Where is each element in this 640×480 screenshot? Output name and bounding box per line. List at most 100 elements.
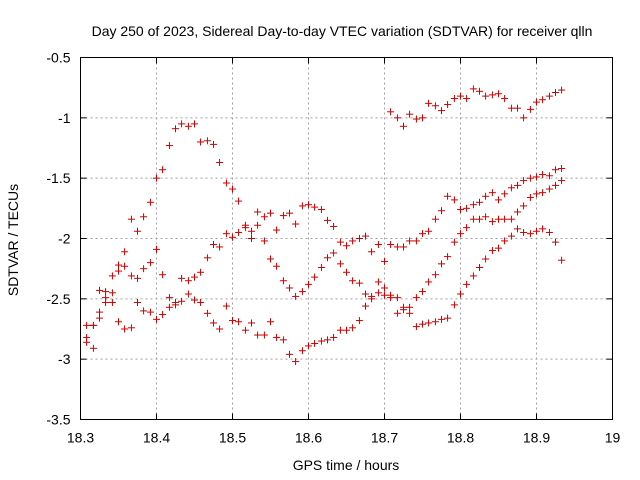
data-point-series-4	[488, 247, 496, 255]
data-point-series-3	[298, 347, 306, 355]
data-point-series-2	[127, 272, 135, 280]
data-point-series-1	[362, 232, 369, 240]
data-point-series-2	[431, 271, 439, 279]
data-point-series-3	[254, 331, 262, 339]
data-point-series-3	[501, 95, 509, 103]
data-point-series-3	[419, 114, 426, 122]
data-point-series-3	[121, 325, 129, 333]
data-point-series-2	[210, 241, 217, 249]
data-point-series-2	[507, 215, 515, 223]
x-tick-label: 18.7	[371, 430, 398, 446]
data-point-series-1	[172, 125, 179, 133]
data-point-series-2	[552, 181, 559, 189]
data-point-series-3	[533, 98, 540, 106]
data-point-series-3	[558, 86, 566, 94]
data-point-series-2	[146, 259, 154, 267]
data-point-series-4	[558, 256, 566, 264]
data-point-series-1	[330, 222, 338, 230]
data-point-series-2	[191, 273, 198, 281]
data-point-series-1	[305, 201, 312, 209]
data-point-series-3	[393, 114, 401, 122]
data-point-series-1	[286, 209, 293, 217]
data-point-series-3	[406, 110, 414, 118]
data-point-series-3	[165, 303, 173, 311]
data-point-series-3	[279, 336, 287, 344]
data-point-series-3	[507, 104, 515, 112]
x-tick-label: 18.5	[219, 430, 246, 446]
data-point-series-3	[387, 108, 395, 116]
data-point-series-2	[545, 185, 553, 193]
data-point-series-2	[393, 294, 401, 302]
data-point-series-2	[216, 243, 224, 251]
data-point-series-1	[165, 142, 173, 150]
data-point-series-2	[526, 193, 534, 201]
data-point-series-1	[343, 242, 350, 250]
data-point-series-1	[374, 241, 382, 249]
data-point-series-2	[260, 237, 268, 245]
y-tick-label: -1	[58, 110, 71, 126]
data-point-series-1	[444, 192, 452, 200]
data-point-series-4	[482, 255, 490, 263]
y-tick-label: -2	[58, 231, 71, 247]
data-points	[83, 85, 566, 366]
data-point-series-2	[412, 294, 420, 302]
data-point-series-1	[197, 138, 205, 146]
data-point-series-3	[140, 307, 148, 315]
data-point-series-3	[292, 358, 300, 366]
data-point-series-2	[203, 254, 211, 262]
data-point-series-1	[134, 227, 141, 235]
data-point-series-2	[330, 249, 338, 257]
data-point-series-3	[273, 333, 281, 341]
data-point-series-3	[222, 302, 230, 310]
data-point-series-3	[260, 331, 268, 339]
data-point-series-3	[191, 296, 198, 304]
data-point-series-2	[324, 254, 331, 262]
x-tick-label: 18.4	[143, 430, 170, 446]
data-point-series-2	[381, 291, 388, 299]
data-point-series-1	[533, 173, 540, 181]
data-point-series-1	[311, 203, 319, 211]
data-point-series-1	[558, 165, 566, 173]
data-point-series-3	[381, 284, 388, 292]
data-point-series-4	[419, 320, 426, 328]
data-point-series-2	[140, 265, 148, 273]
data-point-series-3	[349, 324, 357, 332]
data-point-series-1	[203, 137, 211, 145]
data-point-series-2	[558, 177, 566, 185]
data-point-series-1	[216, 158, 224, 166]
data-point-series-1	[476, 198, 483, 206]
data-point-series-2	[298, 288, 306, 296]
data-point-series-2	[457, 230, 464, 238]
y-axis-label: SDTVAR / TECUs	[5, 184, 21, 296]
data-point-series-2	[438, 260, 445, 268]
data-point-series-3	[495, 90, 502, 98]
data-point-series-1	[539, 171, 547, 179]
data-point-series-2	[469, 215, 477, 223]
x-tick-label: 18.6	[295, 430, 322, 446]
data-point-series-1	[273, 226, 281, 234]
data-point-series-3	[267, 318, 274, 326]
data-point-series-2	[115, 267, 122, 275]
data-point-series-1	[501, 190, 509, 198]
data-point-series-2	[121, 262, 129, 270]
data-point-series-4	[501, 237, 509, 245]
data-point-series-2	[444, 253, 452, 261]
data-point-series-3	[336, 326, 344, 334]
y-tick-label: -0.5	[46, 50, 70, 66]
data-point-series-1	[349, 237, 357, 245]
data-point-series-3	[374, 289, 382, 297]
data-point-series-1	[431, 215, 439, 223]
data-point-series-3	[184, 290, 192, 298]
data-point-series-3	[96, 286, 103, 294]
data-point-series-2	[134, 274, 141, 282]
data-point-series-3	[526, 105, 534, 113]
data-point-series-4	[552, 238, 559, 246]
data-point-series-1	[127, 215, 135, 223]
data-point-series-1	[336, 238, 344, 246]
data-point-series-3	[545, 92, 553, 100]
data-point-series-3	[102, 298, 110, 306]
data-point-series-2	[254, 221, 262, 229]
data-point-series-1	[507, 184, 515, 192]
data-point-series-2	[273, 262, 281, 270]
